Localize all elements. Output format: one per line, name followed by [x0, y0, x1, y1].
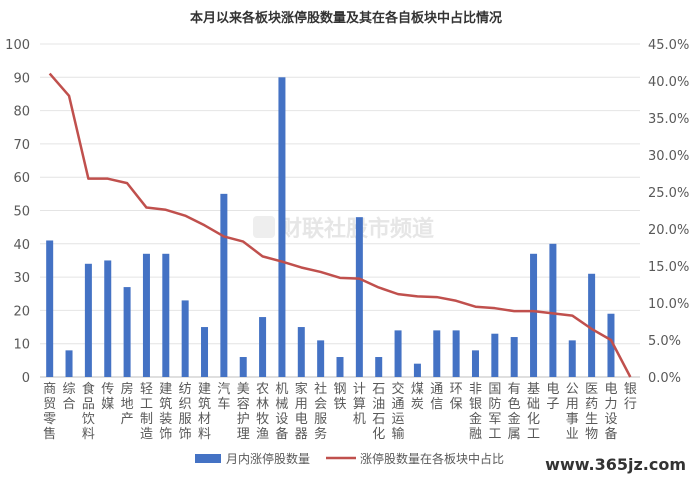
category-label: 传媒 [101, 382, 114, 412]
category-label: 钢铁 [333, 382, 346, 412]
category-label: 美容护理 [237, 382, 250, 442]
right-tick-label: 25.0% [648, 186, 689, 201]
bar [46, 240, 54, 377]
bar [142, 253, 150, 377]
right-axis-ticks: 0.0% 5.0% 10.0% 15.0% 20.0% 25.0% 30.0% 35.0% 40… [648, 38, 689, 386]
category-label: 医药生物 [585, 382, 598, 442]
category-label: 石油石化 [372, 382, 385, 442]
bar [375, 357, 383, 377]
bar [317, 340, 325, 377]
category-label: 农林牧渔 [256, 382, 269, 442]
bar [607, 313, 615, 377]
legend-line-label: 涨停股数量在各板块中占比 [360, 451, 504, 466]
bar [394, 330, 402, 377]
legend-bar-swatch [195, 454, 221, 463]
category-label: 计算机 [353, 382, 366, 427]
bar [549, 243, 557, 377]
category-label: 综合 [63, 382, 76, 412]
category-label: 机械设备 [275, 382, 288, 442]
right-tick-label: 45.0% [648, 38, 689, 53]
right-tick-label: 20.0% [648, 223, 689, 238]
category-label: 交通运输 [392, 381, 405, 442]
left-tick-label: 100 [5, 38, 30, 53]
bar [201, 327, 209, 377]
category-label: 通信 [430, 382, 443, 412]
right-tick-label: 30.0% [648, 149, 689, 164]
bar [65, 350, 73, 377]
category-label: 环保 [450, 382, 463, 412]
watermark-logo-icon [253, 216, 275, 238]
bar-series [46, 77, 615, 378]
line-series [48, 72, 632, 378]
left-tick-label: 10 [13, 338, 30, 353]
category-label: 非银金融 [469, 382, 482, 442]
chart-title: 本月以来各板块涨停股数量及其在各自板块中占比情况 [190, 10, 502, 26]
left-axis-ticks: 0 10 20 30 40 50 60 70 80 90 100 [5, 38, 30, 386]
bar [355, 217, 363, 377]
watermark-site: www.365jz.com [545, 455, 686, 474]
category-label: 社会服务 [314, 381, 327, 442]
bar [162, 253, 170, 377]
category-label: 轻工制造 [140, 382, 153, 442]
category-label: 建筑装饰 [159, 382, 172, 442]
category-label: 汽车 [217, 382, 230, 412]
bar [104, 260, 112, 377]
bar [84, 263, 92, 377]
gridlines [40, 43, 640, 378]
left-tick-label: 90 [13, 71, 30, 86]
right-tick-label: 0.0% [648, 371, 681, 386]
line-path [48, 72, 632, 378]
bar [452, 330, 460, 377]
bar [588, 273, 596, 377]
bar [336, 357, 344, 377]
bar [413, 363, 421, 377]
category-labels: 商贸零售综合食品饮料传媒房地产轻工制造建筑装饰纺织服饰建筑材料汽车美容护理农林牧… [43, 381, 637, 442]
category-label: 煤炭 [411, 382, 424, 412]
right-tick-label: 10.0% [648, 297, 689, 312]
left-tick-label: 60 [13, 171, 30, 186]
category-label: 公用事业 [566, 382, 579, 442]
category-label: 家用电器 [295, 381, 308, 442]
bar [433, 330, 441, 377]
bar [181, 300, 189, 377]
bar [220, 193, 228, 377]
bar [471, 350, 479, 377]
bar [123, 287, 131, 377]
bar [278, 77, 286, 378]
left-tick-label: 80 [13, 105, 30, 120]
bar [491, 333, 499, 377]
right-tick-label: 35.0% [648, 112, 689, 127]
bar [510, 337, 518, 377]
bar [259, 317, 267, 377]
category-label: 房地产 [121, 381, 134, 427]
right-tick-label: 40.0% [648, 75, 689, 90]
left-tick-label: 70 [13, 138, 30, 153]
category-label: 基础化工 [527, 382, 540, 442]
category-label: 电子 [546, 382, 559, 412]
right-tick-label: 15.0% [648, 260, 689, 275]
bar [568, 340, 576, 377]
left-tick-label: 40 [13, 238, 30, 253]
category-label: 纺织服饰 [179, 382, 192, 442]
left-tick-label: 50 [13, 205, 30, 220]
category-label: 商贸零售 [43, 382, 56, 442]
right-tick-label: 5.0% [648, 334, 681, 349]
category-label: 有色金属 [508, 382, 521, 442]
category-label: 食品饮料 [82, 381, 95, 442]
left-tick-label: 30 [13, 271, 30, 286]
category-label: 银行 [624, 382, 637, 412]
category-label: 国防军工 [488, 382, 501, 442]
bar [239, 357, 247, 377]
bar [297, 327, 305, 377]
left-tick-label: 0 [22, 371, 30, 386]
legend-bar-label: 月内涨停股数量 [226, 451, 310, 466]
bar [530, 253, 538, 377]
legend: 月内涨停股数量 涨停股数量在各板块中占比 [195, 451, 504, 466]
category-label: 建筑材料 [198, 382, 211, 442]
left-tick-label: 20 [13, 304, 30, 319]
category-label: 电力设备 [604, 382, 617, 442]
